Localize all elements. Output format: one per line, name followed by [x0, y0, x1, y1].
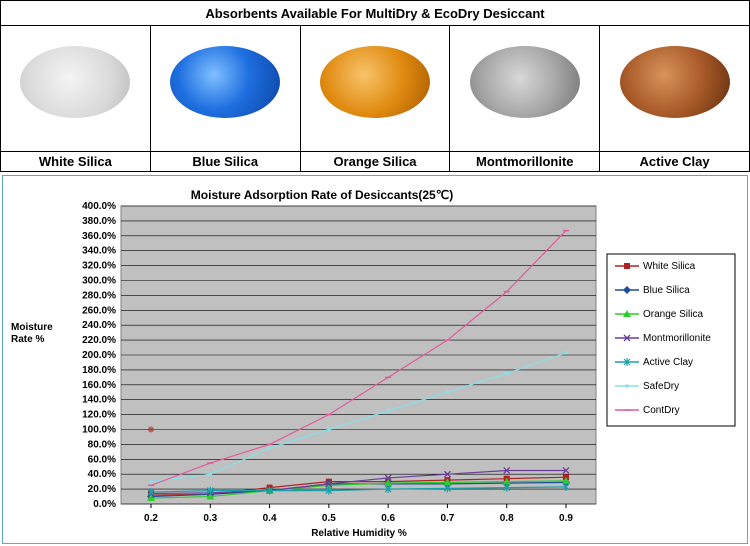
y-tick-label: 20.0%: [88, 484, 116, 495]
y-tick-label: 160.0%: [82, 380, 116, 391]
data-point: [266, 486, 273, 495]
y-tick-label: 320.0%: [82, 261, 116, 272]
montmorillonite-image: [469, 46, 580, 118]
data-point: [149, 479, 153, 484]
legend-label: Blue Silica: [643, 285, 690, 296]
x-tick-label: 0.6: [381, 513, 395, 524]
data-point: [267, 446, 272, 450]
absorbent-label: Orange Silica: [300, 151, 450, 171]
series-line: [150, 480, 567, 499]
absorbent-label: Blue Silica: [150, 151, 300, 171]
page-title: Absorbents Available For MultiDry & EcoD…: [0, 0, 750, 26]
absorbent-blue-silica: Blue Silica: [150, 26, 301, 171]
data-point: [327, 427, 331, 432]
data-point: [562, 476, 570, 484]
moisture-chart: Moisture Adsorption Rate of Desiccants(2…: [11, 188, 736, 539]
data-point: [147, 494, 155, 502]
active-clay-image: [619, 46, 730, 118]
legend-label: ContDry: [643, 405, 680, 416]
y-tick-label: 260.0%: [82, 305, 116, 316]
absorbent-label: Montmorillonite: [450, 151, 600, 171]
data-point: [147, 488, 155, 497]
y-tick-label: 300.0%: [82, 276, 116, 287]
data-point: [443, 478, 452, 486]
y-tick-label: 340.0%: [82, 246, 116, 257]
legend-marker: [625, 384, 629, 388]
series-line: [150, 486, 567, 493]
y-tick-label: 240.0%: [82, 320, 116, 331]
y-tick-label: 0.0%: [93, 499, 116, 510]
y-tick-label: 180.0%: [82, 365, 116, 376]
y-tick-label: 140.0%: [82, 395, 116, 406]
absorbent-montmorillonite: Montmorillonite: [450, 26, 601, 171]
x-tick-label: 0.2: [144, 513, 158, 524]
y-axis-label-line1: Moisture: [11, 322, 53, 333]
legend-marker: [623, 334, 631, 342]
absorbent-white-silica: White Silica: [1, 26, 151, 171]
legend-label: Active Clay: [643, 357, 693, 368]
y-tick-label: 220.0%: [82, 335, 116, 346]
y-tick-label: 80.0%: [88, 439, 116, 450]
data-point: [325, 486, 333, 495]
x-tick-label: 0.3: [203, 513, 217, 524]
y-tick-label: 360.0%: [82, 231, 116, 242]
x-tick-label: 0.4: [263, 513, 277, 524]
legend-label: White Silica: [643, 261, 696, 272]
absorbent-orange-silica: Orange Silica: [300, 26, 451, 171]
legend-marker: [623, 358, 631, 366]
series-line: [150, 469, 566, 495]
x-tick-label: 0.8: [500, 513, 514, 524]
data-point: [384, 479, 393, 487]
y-tick-label: 60.0%: [88, 454, 116, 465]
data-point: [562, 482, 570, 491]
legend-marker: [623, 310, 631, 317]
x-tick-label: 0.9: [559, 513, 573, 524]
x-axis-label: Relative Humidity %: [311, 528, 407, 539]
y-tick-label: 120.0%: [82, 410, 116, 421]
y-tick-label: 380.0%: [82, 216, 116, 227]
chart-panel: Moisture Adsorption Rate of Desiccants(2…: [2, 175, 748, 544]
absorbent-label: White Silica: [1, 151, 150, 171]
y-tick-label: 280.0%: [82, 290, 116, 301]
absorbent-table: White Silica Blue Silica Orange Silica M…: [0, 26, 750, 172]
data-point: [206, 492, 215, 500]
y-tick-label: 40.0%: [88, 469, 116, 480]
x-tick-label: 0.5: [322, 513, 336, 524]
data-point: [502, 477, 511, 485]
legend-marker: [624, 263, 630, 269]
series-line: [150, 352, 567, 483]
data-point: [444, 484, 451, 493]
blue-silica-image: [170, 46, 281, 118]
y-tick-label: 400.0%: [82, 201, 116, 212]
data-point: [325, 480, 333, 488]
y-tick-label: 200.0%: [82, 350, 116, 361]
data-point: [443, 470, 451, 478]
legend-label: SafeDry: [643, 381, 679, 392]
annotation-point: [148, 426, 154, 433]
data-point: [384, 474, 392, 482]
data-point: [503, 467, 511, 474]
legend-marker: [623, 286, 631, 294]
chart-title: Moisture Adsorption Rate of Desiccants(2…: [191, 188, 453, 202]
orange-silica-image: [319, 46, 430, 118]
data-point: [562, 467, 570, 474]
data-point: [386, 409, 390, 413]
data-point: [208, 472, 213, 477]
data-point: [206, 486, 214, 495]
x-tick-label: 0.7: [440, 513, 454, 524]
legend-label: Montmorillonite: [643, 333, 711, 344]
absorbent-label: Active Clay: [600, 151, 749, 171]
legend-label: Orange Silica: [643, 309, 703, 320]
absorbent-active-clay: Active Clay: [600, 26, 750, 171]
data-point: [564, 350, 568, 355]
series-line: [150, 230, 567, 486]
data-point: [503, 483, 511, 492]
y-tick-label: 100.0%: [82, 425, 116, 436]
data-point: [384, 485, 392, 494]
y-axis-label-line2: Rate %: [11, 334, 44, 345]
data-point: [504, 371, 509, 376]
white-silica-image: [20, 46, 131, 118]
data-point: [445, 390, 450, 395]
